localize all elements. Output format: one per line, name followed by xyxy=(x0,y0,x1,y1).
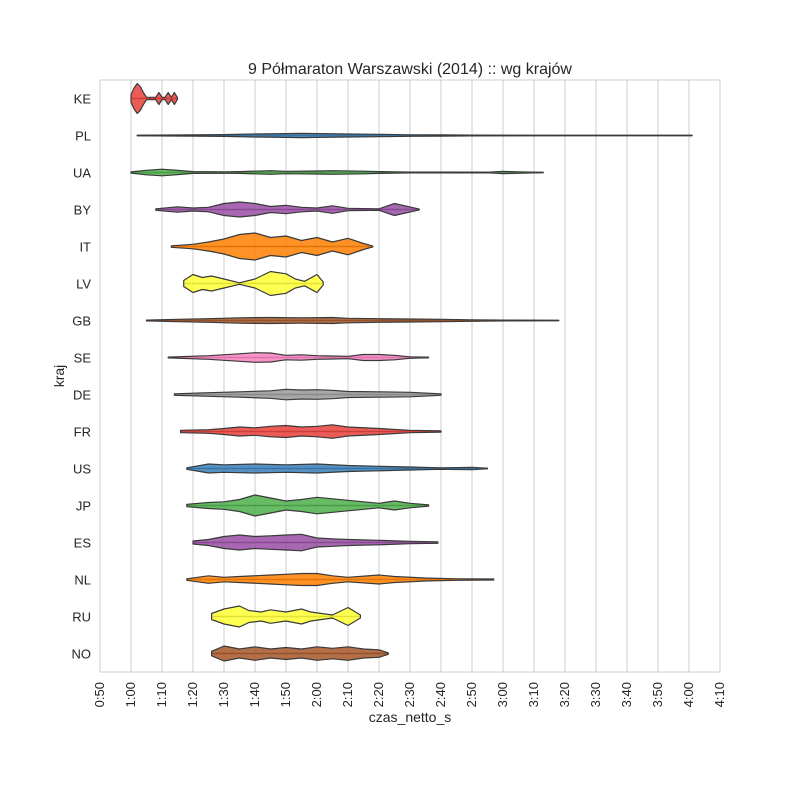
violin-gb xyxy=(145,316,560,325)
y-axis-label: kraj xyxy=(51,365,67,388)
x-tick-label: 2:20 xyxy=(371,682,386,707)
x-tick-label: 3:30 xyxy=(588,682,603,707)
x-tick-label: 3:00 xyxy=(495,682,510,707)
y-tick-label: JP xyxy=(76,499,91,514)
violin-se xyxy=(167,352,430,363)
y-tick-labels: KE PL UA BY IT LV GB SE DE FR US JP ES NL RU NO xyxy=(72,92,92,662)
x-tick-label: 1:20 xyxy=(185,682,200,707)
x-tick-label: 1:10 xyxy=(154,682,169,707)
y-tick-label: FR xyxy=(74,425,91,440)
y-tick-label: UA xyxy=(73,166,91,181)
x-tick-label: 2:10 xyxy=(340,682,355,707)
x-tick-label: 2:40 xyxy=(433,682,448,707)
violin-ua xyxy=(130,168,544,177)
x-tick-label: 4:00 xyxy=(681,682,696,707)
violins xyxy=(130,82,693,662)
y-tick-label: IT xyxy=(79,240,91,255)
y-tick-label: BY xyxy=(74,203,92,218)
chart-title: 9 Półmaraton Warszawski (2014) :: wg kra… xyxy=(248,61,572,78)
y-tick-label: DE xyxy=(73,388,91,403)
violin-lv xyxy=(183,270,324,297)
x-tick-label: 0:50 xyxy=(92,682,107,707)
violin-fr xyxy=(180,424,442,439)
x-tick-label: 1:00 xyxy=(123,682,138,707)
violin-ru xyxy=(211,605,361,628)
y-tick-label: NL xyxy=(74,573,91,588)
violin-nl xyxy=(186,572,495,587)
x-tick-label: 3:20 xyxy=(557,682,572,707)
x-tick-label: 2:30 xyxy=(402,682,417,707)
y-tick-label: KE xyxy=(74,92,92,107)
y-tick-label: LV xyxy=(76,277,91,292)
y-tick-label: GB xyxy=(72,314,91,329)
y-tick-label: US xyxy=(73,462,91,477)
y-tick-label: ES xyxy=(74,536,92,551)
x-tick-label: 2:50 xyxy=(464,682,479,707)
y-tick-label: NO xyxy=(72,647,92,662)
violin-by xyxy=(155,201,420,218)
violin-it xyxy=(170,232,374,261)
x-tick-label: 3:40 xyxy=(619,682,634,707)
x-tick-label: 3:10 xyxy=(526,682,541,707)
x-tick-label: 1:40 xyxy=(247,682,262,707)
violin-de xyxy=(173,388,442,401)
y-tick-label: SE xyxy=(74,351,92,366)
violin-us xyxy=(186,463,489,474)
violin-es xyxy=(192,533,439,552)
x-tick-label: 2:00 xyxy=(309,682,324,707)
x-tick-label: 1:30 xyxy=(216,682,231,707)
x-tick-label: 3:50 xyxy=(650,682,665,707)
x-tick-label: 4:10 xyxy=(712,682,727,707)
y-tick-label: PL xyxy=(75,129,91,144)
x-tick-label: 1:50 xyxy=(278,682,293,707)
violin-ke xyxy=(130,82,179,115)
violin-pl xyxy=(136,132,693,139)
plot-frame xyxy=(99,79,721,673)
x-axis-label: czas_netto_s xyxy=(369,709,452,725)
y-tick-label: RU xyxy=(72,610,91,625)
x-tick-labels: 0:50 1:00 1:10 1:20 1:30 1:40 1:50 2:00 2:10 2:20… xyxy=(92,682,727,707)
grid-lines xyxy=(99,80,721,672)
violin-jp xyxy=(186,494,430,517)
violin-no xyxy=(211,645,389,662)
